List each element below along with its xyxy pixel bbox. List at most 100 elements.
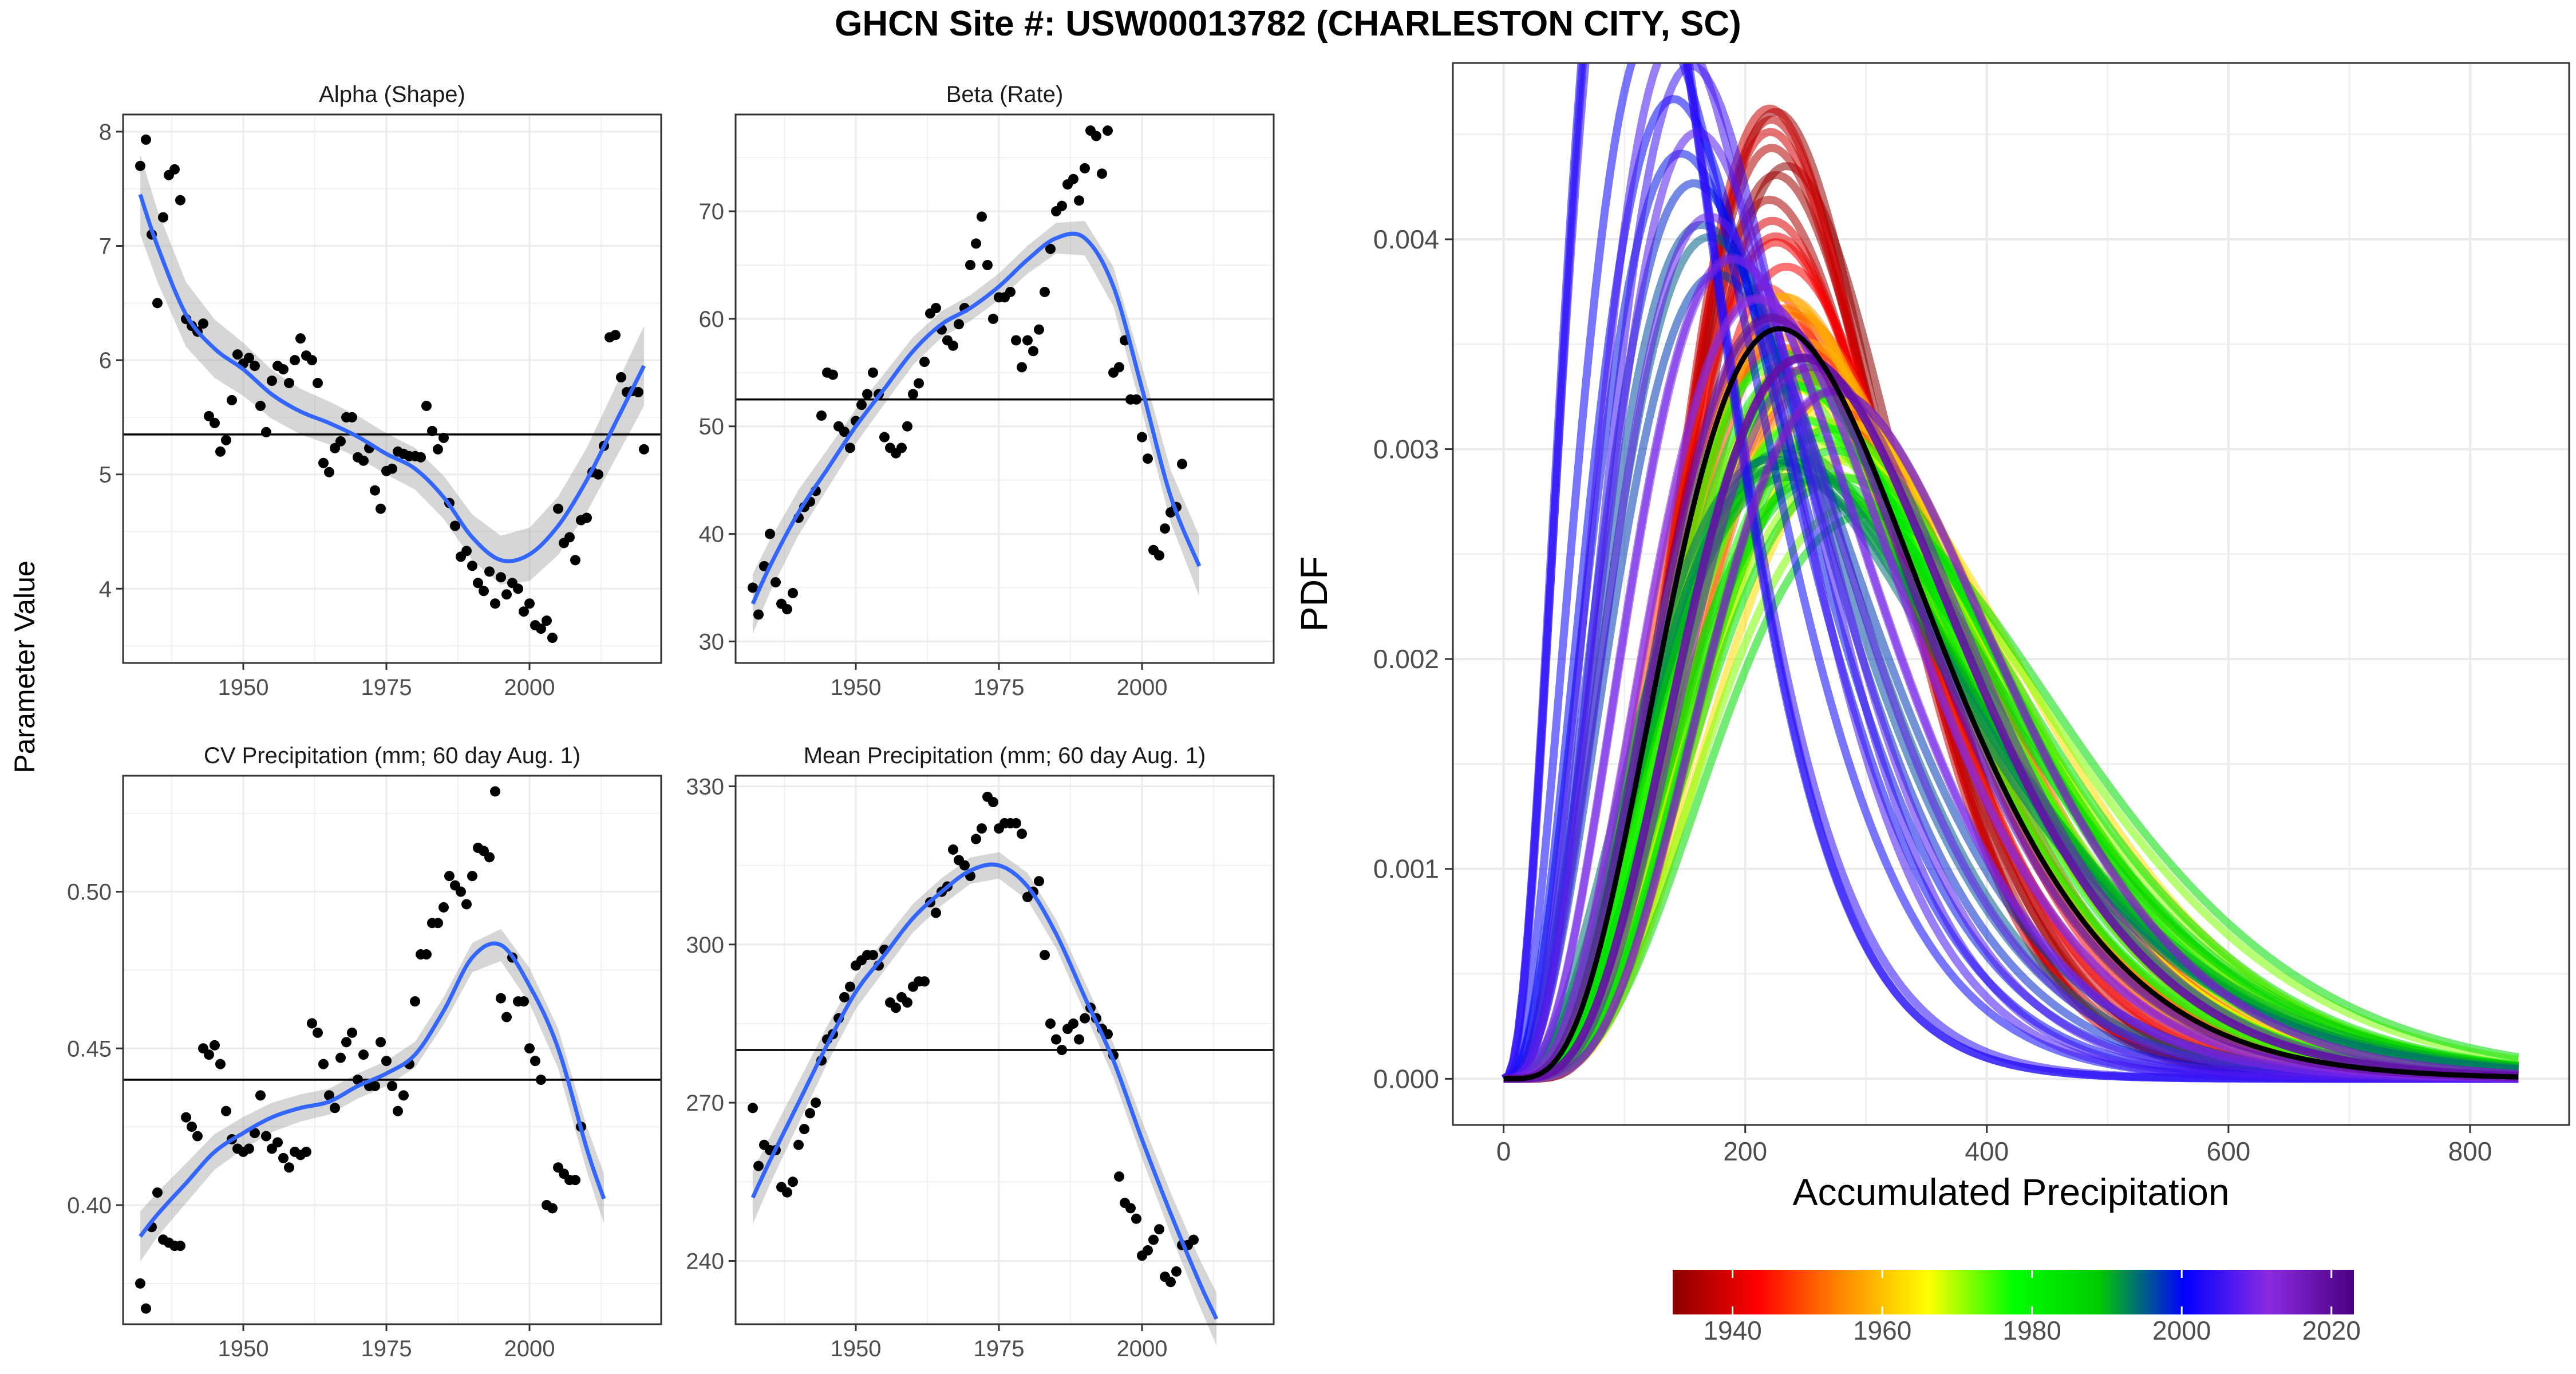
x-tick-label: 2000 (1117, 1336, 1168, 1361)
data-point (324, 467, 334, 477)
x-tick-label: 1975 (361, 1336, 412, 1361)
panel-border (122, 775, 662, 1325)
data-point (1171, 1266, 1182, 1277)
data-point (215, 446, 226, 457)
data-point (461, 899, 472, 910)
data-point (639, 444, 649, 455)
x-tick-label: 1975 (974, 675, 1025, 700)
data-point (753, 609, 764, 620)
data-point (748, 582, 758, 593)
data-point (1131, 394, 1141, 405)
data-point (788, 587, 798, 598)
data-point (530, 1056, 540, 1067)
alpha-shape-panel: Alpha (Shape) 1950 1975 2000 4 5 6 7 8 (99, 82, 662, 700)
data-point (908, 389, 918, 400)
x-axis-label: Accumulated Precipitation (1792, 1171, 2229, 1213)
y-tick-label: 0.004 (1373, 224, 1439, 254)
data-point (135, 160, 145, 171)
data-point (1137, 432, 1147, 443)
y-tick-label: 70 (699, 199, 725, 224)
y-tick-label: 6 (99, 348, 112, 373)
data-point (444, 871, 455, 882)
data-point (1017, 362, 1027, 373)
colorbar-tick-label: 1960 (1853, 1316, 1911, 1345)
data-point (828, 369, 838, 380)
data-point (748, 1103, 758, 1114)
data-point (490, 786, 500, 797)
y-tick-label: 60 (699, 307, 725, 332)
data-point (542, 615, 552, 626)
data-point (1057, 1045, 1067, 1055)
data-point (816, 410, 827, 421)
data-point (1154, 550, 1164, 561)
data-point (868, 367, 878, 378)
data-point (358, 455, 369, 466)
year-colorbar: 1940 1960 1980 2000 2020 (1673, 1270, 2361, 1345)
data-point (948, 340, 958, 351)
data-point (370, 485, 380, 496)
data-point (1177, 459, 1187, 469)
data-point (765, 528, 775, 539)
data-point (204, 410, 214, 421)
y-tick-label: 0.003 (1373, 435, 1439, 464)
year-pdf-curve (1503, 510, 2519, 1083)
data-point (914, 378, 924, 389)
data-point (593, 469, 603, 480)
data-point (959, 860, 970, 871)
data-point (358, 1049, 369, 1060)
data-point (416, 452, 426, 463)
beta-rate-panel: Beta (Rate) 1950 1975 2000 30 40 50 60 70 (699, 82, 1275, 700)
mean-precipitation-panel: Mean Precipitation (mm; 60 day Aug. 1) 19… (686, 743, 1275, 1361)
data-point (192, 1131, 203, 1142)
data-point (290, 355, 300, 366)
data-point (341, 1037, 351, 1048)
panel-title: Mean Precipitation (mm; 60 day Aug. 1) (804, 743, 1206, 768)
data-point (845, 981, 855, 992)
x-tick-label: 2000 (504, 675, 555, 700)
data-point (1040, 286, 1050, 297)
data-point (1114, 1171, 1124, 1182)
panel-background (736, 114, 1274, 663)
data-point (318, 457, 329, 468)
data-point (965, 259, 975, 270)
data-point (1074, 1034, 1084, 1045)
panel-background (123, 114, 661, 663)
data-point (1011, 818, 1021, 828)
data-point (479, 586, 489, 597)
data-point (839, 992, 850, 1002)
data-point (353, 1075, 363, 1085)
data-point (175, 1241, 185, 1251)
panel-border (734, 113, 1275, 664)
data-point (272, 1137, 283, 1148)
data-point (524, 1043, 535, 1054)
smooth-fit-line (139, 941, 606, 1238)
data-point (158, 212, 168, 223)
data-point (318, 1059, 329, 1069)
data-point (250, 1128, 260, 1139)
panel-border (122, 113, 662, 664)
data-point (1011, 335, 1021, 346)
data-point (1114, 362, 1124, 373)
data-point (187, 1122, 197, 1132)
chart-title: GHCN Site #: USW00013782 (CHARLESTON CIT… (835, 4, 1741, 44)
cv-precipitation-panel: CV Precipitation (mm; 60 day Aug. 1) 1950… (67, 743, 662, 1361)
data-point (782, 1187, 792, 1198)
colorbar-tick-label: 1940 (1703, 1316, 1761, 1345)
data-point (1051, 1034, 1061, 1045)
data-point (267, 376, 277, 386)
colorbar-tick-label: 1980 (2003, 1316, 2061, 1345)
data-point (988, 313, 998, 324)
data-point (1057, 200, 1067, 211)
panel-title: CV Precipitation (mm; 60 day Aug. 1) (204, 743, 580, 768)
data-point (1034, 324, 1044, 335)
data-point (278, 1152, 289, 1163)
data-point (570, 1175, 580, 1186)
data-point (616, 372, 626, 383)
data-point (570, 555, 580, 566)
x-tick-label: 200 (1723, 1136, 1767, 1166)
data-point (376, 1037, 386, 1048)
data-point (1005, 286, 1016, 297)
data-point (307, 355, 317, 366)
data-point (971, 238, 981, 249)
